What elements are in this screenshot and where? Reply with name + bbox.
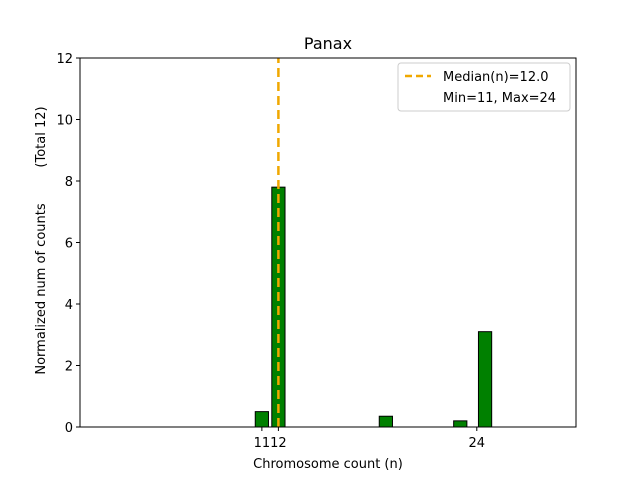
chart-title: Panax [304,34,352,53]
bar-4 [477,331,493,428]
bar-0 [254,411,269,428]
plot-frame [79,57,577,428]
legend: Median(n)=12.0 Min=11, Max=24 [397,62,571,112]
bar-3 [453,420,468,428]
x-tick-label: 11 [254,436,271,451]
bars-layer [254,186,493,428]
y-axis-label-note: (Total 12) [34,106,49,167]
y-tick-label: 8 [65,175,73,190]
x-axis-ticks: 11 12 24 [254,427,485,451]
legend-range-label: Min=11, Max=24 [443,91,556,106]
y-tick-label: 2 [65,360,73,375]
y-axis-ticks: 0 2 4 6 8 10 12 [56,52,80,436]
bar-2 [378,415,393,428]
y-tick-label: 12 [56,52,73,67]
y-tick-label: 4 [65,298,73,313]
y-tick-label: 10 [56,114,73,129]
legend-median-label: Median(n)=12.0 [443,70,549,85]
y-tick-label: 6 [65,237,73,252]
y-axis-label: Normalized num of counts [34,203,49,374]
y-tick-label: 0 [65,421,73,436]
x-tick-label: 24 [469,436,486,451]
x-axis-label: Chromosome count (n) [253,457,403,472]
legend-box [397,62,571,112]
x-tick-label: 12 [270,436,287,451]
